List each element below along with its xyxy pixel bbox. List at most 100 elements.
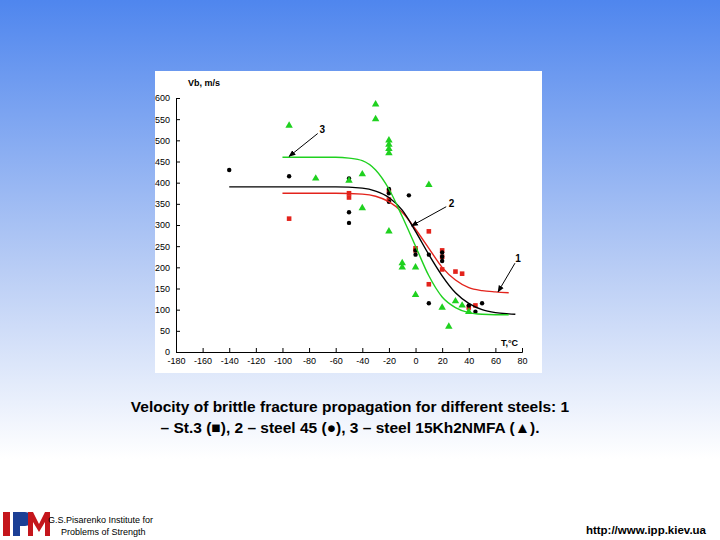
x-tick: -20 — [383, 348, 396, 366]
data-point — [285, 121, 292, 127]
data-point — [440, 255, 444, 259]
y-tick: 200 — [155, 263, 180, 273]
data-point — [407, 193, 411, 197]
y-tick: 250 — [155, 242, 180, 252]
data-point — [345, 176, 352, 182]
y-tick-mark — [176, 267, 180, 268]
y-tick-mark — [176, 289, 180, 290]
y-tick-label: 100 — [155, 305, 170, 315]
data-point — [359, 170, 366, 176]
y-tick-label: 400 — [155, 178, 170, 188]
x-tick-mark — [442, 348, 443, 352]
data-point — [427, 229, 432, 234]
x-tick-label: -140 — [221, 356, 239, 366]
y-tick: 450 — [155, 157, 180, 167]
x-tick-label: 0 — [414, 356, 419, 366]
y-tick-label: 350 — [155, 199, 170, 209]
x-tick-mark — [282, 348, 283, 352]
data-point — [413, 252, 417, 256]
y-tick-mark — [176, 352, 180, 353]
x-tick-mark — [416, 348, 417, 352]
y-tick: 100 — [155, 305, 180, 315]
x-tick: 0 — [414, 348, 419, 366]
annotation-arrow — [412, 207, 447, 226]
y-tick-mark — [176, 162, 180, 163]
logo — [3, 512, 50, 536]
data-point — [372, 100, 379, 106]
data-point — [440, 250, 444, 254]
y-tick: 600 — [155, 93, 180, 103]
annotation-label: 2 — [449, 198, 455, 209]
data-point — [412, 291, 419, 297]
x-tick: 20 — [438, 348, 448, 366]
x-tick: 40 — [464, 348, 474, 366]
chart-panel — [155, 71, 542, 373]
annotations: 3 2 1 — [289, 124, 521, 292]
data-point — [347, 210, 351, 214]
y-tick-mark — [176, 331, 180, 332]
fit-curve — [282, 193, 508, 292]
x-tick: -160 — [194, 348, 212, 366]
y-tick-mark — [176, 140, 180, 141]
y-tick: 500 — [155, 136, 180, 146]
annotation-label: 3 — [320, 124, 326, 135]
y-axis-line — [177, 99, 181, 353]
plot-marks — [227, 100, 515, 329]
x-tick-label: 80 — [517, 356, 527, 366]
y-tick-label: 150 — [155, 284, 170, 294]
y-tick-label: 450 — [155, 157, 170, 167]
y-tick-label: 200 — [155, 263, 170, 273]
data-point — [440, 259, 444, 263]
x-tick-mark — [256, 348, 257, 352]
caption-line: – St.3 (■), 2 – steel 45 (●), 3 – steel … — [161, 419, 540, 436]
x-tick-label: -20 — [383, 356, 396, 366]
y-tick-mark — [176, 204, 180, 205]
y-tick-label: 250 — [155, 242, 170, 252]
page: -180-160-140-120-100-80-60-40-2002040608… — [0, 0, 720, 540]
x-axis: -180-160-140-120-100-80-60-40-2002040608… — [167, 348, 527, 366]
y-tick-label: 50 — [160, 326, 170, 336]
data-point — [347, 195, 352, 200]
data-point — [425, 180, 432, 186]
data-point — [347, 221, 351, 225]
y-tick: 400 — [155, 178, 180, 188]
x-tick: -40 — [356, 348, 369, 366]
y-tick-mark — [176, 183, 180, 184]
data-point — [287, 174, 291, 178]
x-tick: -120 — [247, 348, 265, 366]
data-point — [385, 149, 392, 155]
x-tick-label: 60 — [491, 356, 501, 366]
x-axis-line — [177, 348, 523, 353]
y-tick-label: 0 — [165, 347, 170, 357]
x-tick-mark — [336, 348, 337, 352]
x-tick-mark — [522, 348, 523, 352]
y-tick: 150 — [155, 284, 180, 294]
x-tick-label: -180 — [167, 356, 185, 366]
url: http://www.ipp.kiev.ua — [586, 524, 707, 536]
x-tick-mark — [309, 348, 310, 352]
logo-part — [3, 512, 10, 536]
logo-part — [28, 512, 50, 536]
institute-name: Problems of Strength — [61, 527, 146, 537]
x-tick-label: -60 — [330, 356, 343, 366]
x-tick-label: -120 — [247, 356, 265, 366]
data-point — [440, 254, 445, 259]
y-tick: 550 — [155, 115, 180, 125]
x-tick: -80 — [303, 348, 316, 366]
x-axis-title: T,°C — [501, 338, 519, 348]
y-tick-mark — [176, 98, 180, 99]
data-point — [458, 301, 465, 307]
y-tick-label: 550 — [155, 115, 170, 125]
annotation-label: 1 — [515, 253, 521, 264]
y-axis-title: Vb, m/s — [188, 78, 220, 88]
x-tick-mark — [469, 348, 470, 352]
data-point — [438, 303, 445, 309]
data-point — [480, 301, 484, 305]
x-tick-mark — [389, 348, 390, 352]
data-point — [312, 174, 319, 180]
y-tick-label: 600 — [155, 93, 170, 103]
y-tick: 0 — [165, 347, 180, 357]
x-tick-mark — [495, 348, 496, 352]
x-tick-mark — [362, 348, 363, 352]
data-point — [399, 263, 406, 269]
